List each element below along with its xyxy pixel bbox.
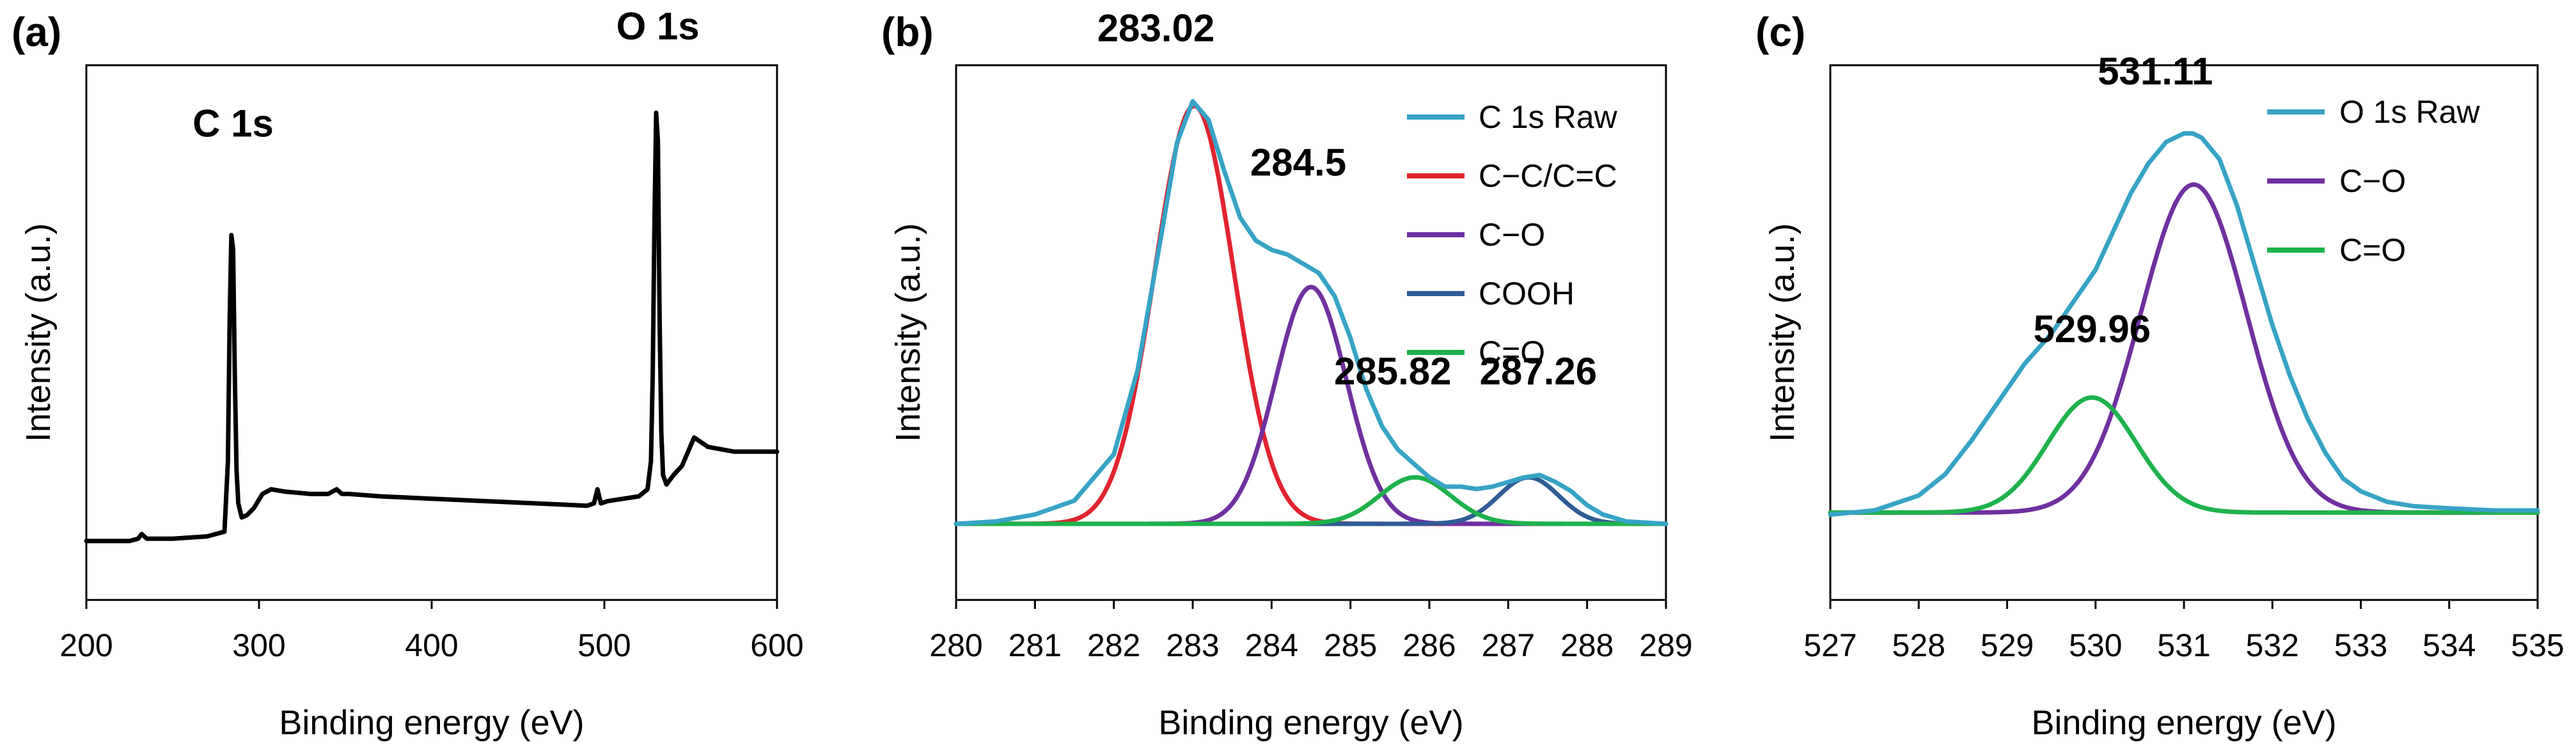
panel-b-label: (b) [881,9,934,55]
panel-a: (a) 200 300 400 500 600 Binding energy (eV) … [12,4,804,742]
annotation-531-11: 531.11 [2098,50,2213,93]
x-tick-label: 534 [2423,627,2476,663]
series-c-o [1828,182,2540,515]
x-tick-label: 535 [2511,627,2564,663]
panel-c-x-ticks: 527 528 529 530 531 532 533 534 535 [1803,600,2564,663]
x-tick-label: 528 [1892,627,1945,663]
annotation-283-02: 283.02 [1097,6,1215,49]
x-tick-label: 527 [1803,627,1857,663]
panel-a-x-axis-title: Binding energy (eV) [279,704,584,742]
annotation-287-26: 287.26 [1480,350,1598,393]
panel-c-series-group [1828,131,2540,517]
x-tick-label: 531 [2157,627,2210,663]
panel-b-plot-frame [955,64,1667,601]
panel-c-y-axis-title: Intensity (a.u.) [1763,223,1802,442]
panel-b-legend: C 1s Raw C−C/C=C C−O COOH C=O [1407,99,1618,370]
panel-c-label: (c) [1755,9,1805,55]
panel-c: (c) 527 528 529 530 531 532 533 534 535 Binding … [1755,9,2564,742]
panel-b-series-group [954,98,1669,526]
legend-label-co: C−O [1479,217,1545,253]
legend-label-c1s-raw: C 1s Raw [1479,99,1618,135]
series-c-o [954,285,1669,526]
series-c-1s-raw [954,98,1669,526]
x-tick-label: 283 [1166,627,1219,663]
legend-label-c-double-o: C=O [2339,232,2406,268]
panel-a-x-ticks: 200 300 400 500 600 [59,600,804,663]
x-tick-label: 281 [1009,627,1062,663]
series-survey [84,110,780,544]
x-tick-label: 600 [750,627,803,663]
legend-label-c-double-o: C=O [1479,335,1545,370]
annotation-529-96: 529.96 [2033,308,2151,350]
series-o-1s-raw [1828,131,2540,517]
x-tick-label: 533 [2334,627,2387,663]
x-tick-label: 200 [59,627,113,663]
x-tick-label: 282 [1087,627,1140,663]
x-tick-label: 289 [1639,627,1692,663]
legend-label-co: C−O [2339,163,2406,199]
panel-a-series-group [84,110,780,544]
series-c-o [1828,395,2540,515]
panel-b: (b) 280 281 282 283 284 285 286 287 288 289 Bindi… [881,6,1693,742]
panel-b-x-axis-title: Binding energy (eV) [1158,704,1463,742]
x-tick-label: 284 [1245,627,1298,663]
panel-c-legend: O 1s Raw C−O C=O [2267,94,2480,268]
x-tick-label: 529 [1981,627,2034,663]
x-tick-label: 532 [2246,627,2299,663]
panel-a-plot-frame [85,64,778,601]
legend-label-o1s-raw: O 1s Raw [2339,94,2480,130]
x-tick-label: 286 [1402,627,1456,663]
annotation-284-5: 284.5 [1250,141,1346,184]
panel-c-plot-frame [1829,64,2539,601]
x-tick-label: 285 [1324,627,1377,663]
x-tick-label: 500 [577,627,631,663]
panel-c-x-axis-title: Binding energy (eV) [2031,704,2336,742]
legend-label-cooh: COOH [1479,276,1575,311]
annotation-285-82: 285.82 [1334,350,1452,393]
x-tick-label: 280 [929,627,982,663]
panel-b-x-ticks: 280 281 282 283 284 285 286 287 288 289 [929,600,1693,663]
x-tick-label: 287 [1482,627,1535,663]
annotation-c1s: C 1s [192,102,274,145]
annotation-o1s: O 1s [617,4,700,47]
x-tick-label: 530 [2069,627,2122,663]
x-tick-label: 288 [1560,627,1614,663]
panel-b-y-axis-title: Intensity (a.u.) [889,223,927,442]
legend-label-cc: C−C/C=C [1479,158,1617,194]
x-tick-label: 300 [232,627,285,663]
panel-a-label: (a) [12,9,61,55]
series-c-o [954,475,1669,526]
panel-a-y-axis-title: Intensity (a.u.) [19,223,58,442]
x-tick-label: 400 [405,627,458,663]
